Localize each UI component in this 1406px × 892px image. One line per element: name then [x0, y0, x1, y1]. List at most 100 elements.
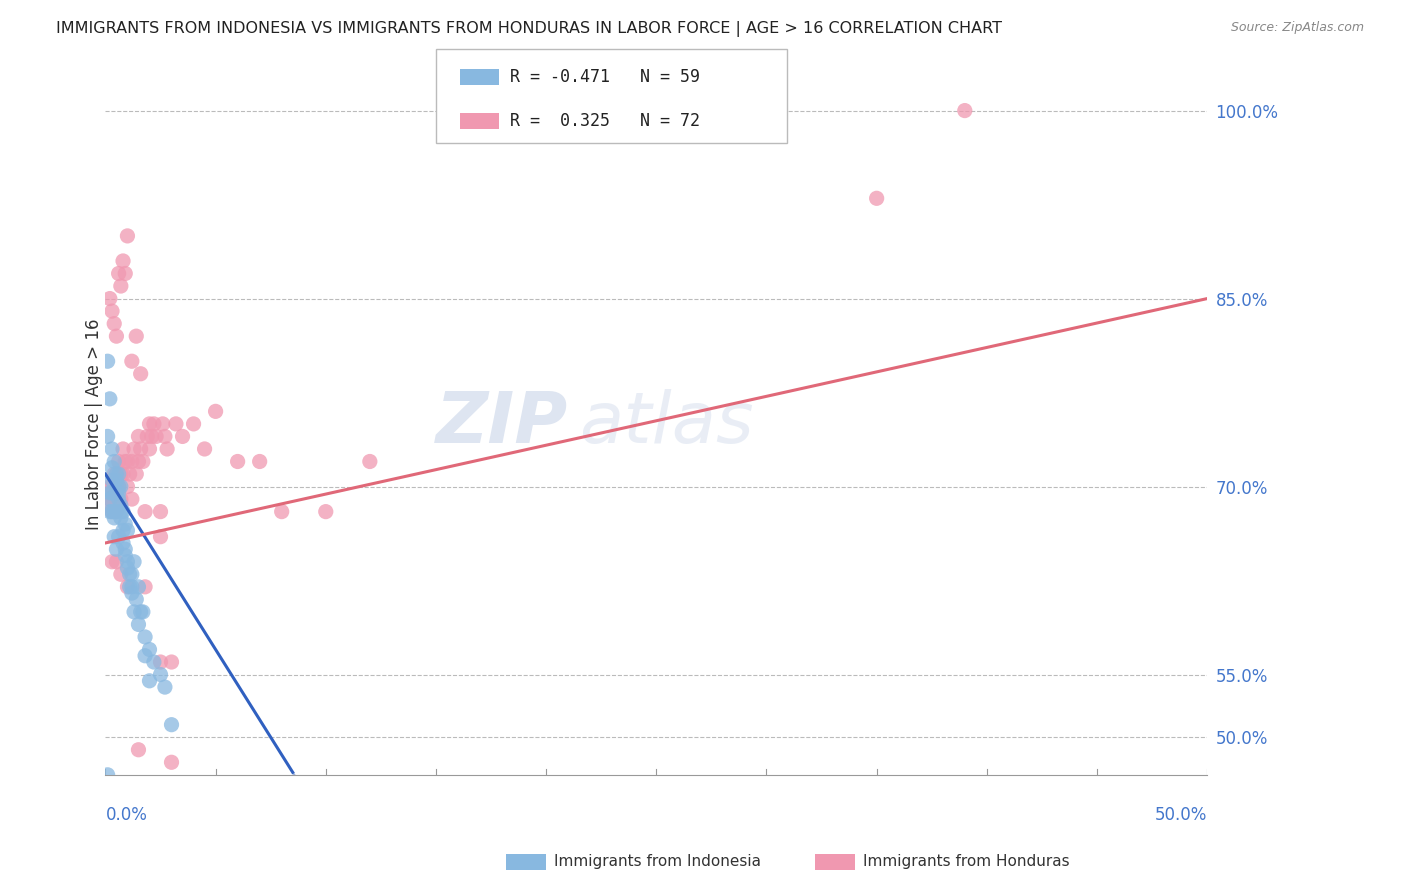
Point — [103, 530, 125, 544]
Point — [98, 505, 121, 519]
Point — [114, 517, 136, 532]
Point — [127, 617, 149, 632]
Point — [97, 768, 120, 782]
Point — [125, 592, 148, 607]
Point — [110, 279, 132, 293]
Point — [134, 580, 156, 594]
Point — [98, 392, 121, 406]
Point — [98, 485, 121, 500]
Point — [153, 429, 176, 443]
Point — [103, 505, 125, 519]
Point — [129, 442, 152, 456]
Point — [125, 467, 148, 481]
Point — [117, 479, 139, 493]
Point — [134, 630, 156, 644]
Point — [114, 542, 136, 557]
Point — [112, 505, 135, 519]
Point — [122, 605, 145, 619]
Text: ZIP: ZIP — [436, 390, 568, 458]
Point — [134, 505, 156, 519]
Point — [97, 499, 120, 513]
Text: Immigrants from Honduras: Immigrants from Honduras — [863, 855, 1070, 869]
Point — [107, 454, 129, 468]
Point — [118, 467, 141, 481]
Point — [160, 756, 183, 770]
Point — [101, 485, 124, 500]
Point — [107, 479, 129, 493]
Point — [149, 667, 172, 681]
Point — [105, 473, 128, 487]
Point — [112, 254, 135, 268]
Point — [122, 442, 145, 456]
Point — [270, 505, 292, 519]
Point — [117, 454, 139, 468]
Point — [103, 454, 125, 468]
Point — [112, 524, 135, 538]
Point — [315, 505, 337, 519]
Point — [107, 492, 129, 507]
Point — [121, 567, 143, 582]
Text: IMMIGRANTS FROM INDONESIA VS IMMIGRANTS FROM HONDURAS IN LABOR FORCE | AGE > 16 : IMMIGRANTS FROM INDONESIA VS IMMIGRANTS … — [56, 21, 1002, 37]
Point — [105, 542, 128, 557]
Text: R =  0.325   N = 72: R = 0.325 N = 72 — [510, 112, 700, 130]
Point — [125, 329, 148, 343]
Point — [107, 467, 129, 481]
Point — [160, 655, 183, 669]
Point — [127, 454, 149, 468]
Point — [121, 580, 143, 594]
Point — [107, 530, 129, 544]
Point — [149, 505, 172, 519]
Point — [110, 499, 132, 513]
Point — [110, 467, 132, 481]
Point — [105, 505, 128, 519]
Point — [117, 228, 139, 243]
Point — [114, 267, 136, 281]
Point — [101, 473, 124, 487]
Point — [105, 485, 128, 500]
Point — [138, 642, 160, 657]
Point — [98, 492, 121, 507]
Point — [105, 555, 128, 569]
Point — [121, 492, 143, 507]
Point — [117, 580, 139, 594]
Point — [98, 292, 121, 306]
Point — [98, 492, 121, 507]
Point — [107, 479, 129, 493]
Point — [193, 442, 215, 456]
Point — [101, 505, 124, 519]
Point — [110, 492, 132, 507]
Point — [98, 479, 121, 493]
Point — [359, 454, 381, 468]
Point — [953, 103, 976, 118]
Point — [138, 673, 160, 688]
Point — [149, 655, 172, 669]
Point — [134, 648, 156, 663]
Point — [105, 467, 128, 481]
Point — [103, 511, 125, 525]
Point — [132, 454, 155, 468]
Point — [118, 580, 141, 594]
Point — [110, 479, 132, 493]
Point — [152, 417, 174, 431]
Point — [142, 655, 165, 669]
Point — [97, 429, 120, 443]
Point — [103, 467, 125, 481]
Point — [101, 460, 124, 475]
Point — [110, 511, 132, 525]
Point — [107, 485, 129, 500]
Point — [129, 367, 152, 381]
Point — [149, 530, 172, 544]
Point — [101, 304, 124, 318]
Point — [142, 417, 165, 431]
Point — [101, 555, 124, 569]
Point — [110, 567, 132, 582]
Point — [117, 524, 139, 538]
Text: Source: ZipAtlas.com: Source: ZipAtlas.com — [1230, 21, 1364, 34]
Point — [118, 567, 141, 582]
Point — [127, 743, 149, 757]
Point — [117, 561, 139, 575]
Point — [105, 329, 128, 343]
Point — [226, 454, 249, 468]
Point — [107, 267, 129, 281]
Point — [121, 586, 143, 600]
